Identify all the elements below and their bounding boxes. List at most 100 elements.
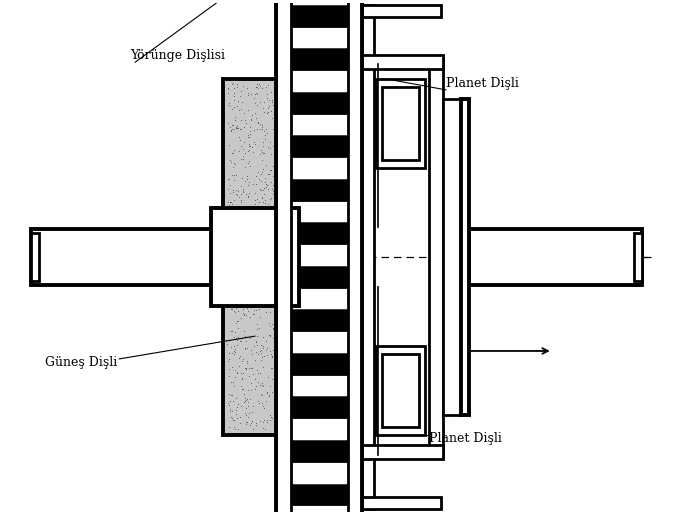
Point — [241, 246, 252, 254]
Point — [256, 266, 267, 274]
Point — [256, 194, 267, 202]
Point — [256, 355, 267, 364]
Point — [277, 281, 288, 289]
Point — [274, 116, 285, 124]
Point — [277, 127, 288, 135]
Point — [226, 363, 237, 371]
Point — [248, 256, 259, 264]
Point — [262, 90, 273, 98]
Point — [275, 239, 286, 247]
Point — [265, 410, 275, 419]
Point — [265, 144, 275, 152]
Bar — [290, 418, 348, 440]
Point — [254, 313, 265, 321]
Point — [239, 138, 250, 146]
Point — [274, 213, 285, 221]
Point — [276, 423, 287, 431]
Point — [256, 399, 267, 407]
Point — [252, 291, 263, 300]
Point — [263, 184, 273, 193]
Point — [246, 115, 256, 123]
Point — [273, 250, 284, 259]
Point — [263, 170, 273, 178]
Point — [251, 125, 262, 133]
Point — [270, 226, 281, 234]
Bar — [290, 244, 348, 266]
Point — [227, 221, 238, 229]
Point — [227, 125, 238, 133]
Point — [240, 177, 250, 185]
Bar — [290, 484, 348, 505]
Bar — [290, 201, 348, 222]
Point — [230, 410, 241, 419]
Point — [264, 319, 275, 327]
Point — [257, 156, 268, 164]
Point — [258, 382, 269, 390]
Point — [256, 168, 267, 177]
Point — [277, 135, 288, 143]
Point — [240, 239, 250, 247]
Point — [230, 425, 240, 434]
Point — [232, 317, 243, 325]
Point — [261, 346, 272, 354]
Point — [230, 366, 241, 374]
Point — [238, 229, 248, 237]
Point — [274, 101, 285, 109]
Point — [253, 276, 264, 284]
Point — [261, 83, 271, 91]
Point — [259, 254, 270, 263]
Bar — [429, 59, 443, 455]
Point — [277, 381, 288, 389]
Point — [226, 295, 237, 303]
Point — [230, 328, 240, 336]
Point — [250, 140, 261, 148]
Point — [275, 124, 286, 132]
Point — [222, 207, 233, 215]
Point — [268, 148, 279, 156]
Point — [240, 148, 250, 157]
Point — [259, 178, 270, 186]
Point — [240, 364, 251, 372]
Point — [275, 199, 286, 207]
Point — [251, 421, 262, 429]
Point — [229, 382, 240, 390]
Point — [226, 206, 237, 214]
Point — [224, 181, 235, 189]
Point — [238, 238, 248, 247]
Point — [245, 313, 256, 321]
Point — [274, 248, 285, 256]
Point — [226, 198, 237, 206]
Point — [231, 239, 242, 248]
Point — [241, 301, 252, 310]
Point — [238, 187, 248, 196]
Point — [250, 419, 261, 427]
Point — [235, 198, 246, 206]
Point — [246, 90, 256, 98]
Point — [254, 266, 265, 274]
Point — [267, 364, 278, 372]
Point — [227, 149, 238, 157]
Point — [253, 83, 264, 92]
Point — [272, 400, 283, 408]
Point — [232, 317, 242, 325]
Point — [269, 87, 280, 95]
Point — [249, 126, 260, 134]
Point — [277, 404, 288, 412]
Point — [250, 180, 261, 188]
Point — [246, 364, 257, 372]
Point — [275, 354, 286, 362]
Point — [236, 375, 247, 384]
Point — [231, 319, 242, 327]
Point — [278, 348, 289, 356]
Point — [246, 419, 256, 427]
Point — [267, 162, 278, 170]
Point — [238, 305, 248, 313]
Point — [228, 148, 239, 157]
Point — [236, 174, 247, 182]
Point — [257, 217, 268, 225]
Point — [231, 190, 242, 198]
Point — [277, 200, 288, 209]
Bar — [31, 233, 39, 281]
Point — [264, 229, 275, 237]
Point — [236, 262, 246, 270]
